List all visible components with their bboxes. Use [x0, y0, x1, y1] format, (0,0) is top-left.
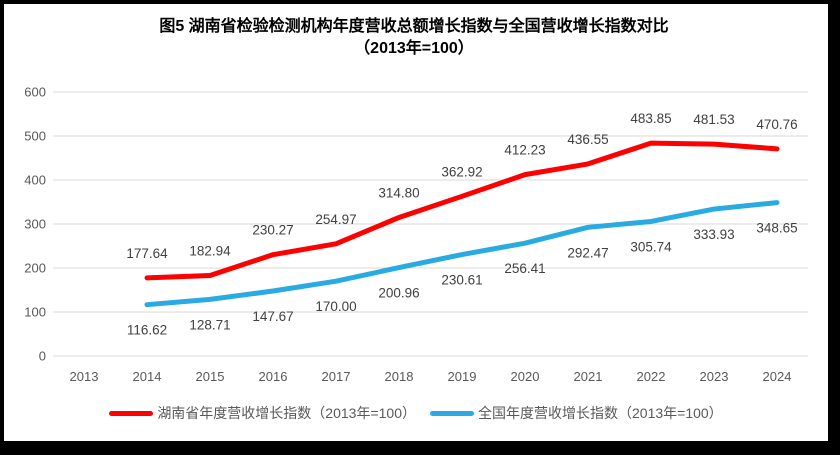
x-tick-label: 2013 — [70, 369, 99, 384]
legend-swatch-hunan — [109, 410, 154, 416]
y-tick-label: 100 — [24, 305, 46, 320]
x-tick-label: 2017 — [322, 369, 351, 384]
chart-legend: 湖南省年度营收增长指数（2013年=100） 全国年度营收增长指数（2013年=… — [4, 403, 828, 423]
plot-background — [4, 4, 828, 441]
x-tick-label: 2022 — [637, 369, 666, 384]
data-label-series-1: 147.67 — [252, 309, 293, 324]
data-label-series-0: 483.85 — [630, 111, 671, 126]
data-label-series-1: 128.71 — [189, 317, 230, 332]
data-label-series-0: 314.80 — [378, 185, 419, 200]
legend-label-national: 全国年度营收增长指数（2013年=100） — [478, 405, 723, 421]
x-tick-label: 2016 — [259, 369, 288, 384]
y-tick-label: 400 — [24, 173, 46, 188]
x-tick-label: 2023 — [700, 369, 729, 384]
data-label-series-0: 470.76 — [756, 117, 797, 132]
data-label-series-1: 305.74 — [630, 239, 672, 254]
legend-swatch-national — [430, 410, 474, 416]
data-label-series-0: 362.92 — [441, 164, 482, 179]
data-label-series-1: 170.00 — [315, 299, 356, 314]
legend-label-hunan: 湖南省年度营收增长指数（2013年=100） — [157, 405, 416, 421]
data-label-series-0: 436.55 — [567, 132, 608, 147]
data-label-series-1: 256.41 — [504, 261, 545, 276]
x-tick-label: 2015 — [196, 369, 225, 384]
chart-title-line2: （2013年=100） — [354, 40, 474, 57]
y-tick-label: 500 — [24, 129, 46, 144]
x-tick-label: 2019 — [448, 369, 477, 384]
legend-item-hunan: 湖南省年度营收增长指数（2013年=100） — [109, 403, 416, 423]
data-label-series-1: 230.61 — [441, 273, 482, 288]
data-label-series-0: 254.97 — [315, 212, 356, 227]
data-label-series-1: 333.93 — [693, 227, 734, 242]
data-label-series-1: 292.47 — [567, 245, 608, 260]
x-tick-label: 2020 — [511, 369, 540, 384]
data-label-series-1: 348.65 — [756, 221, 797, 236]
data-label-series-0: 230.27 — [252, 223, 293, 238]
data-label-series-0: 412.23 — [504, 143, 545, 158]
x-tick-label: 2018 — [385, 369, 414, 384]
chart-title-line1: 图5 湖南省检验检测机构年度营收总额增长指数与全国营收增长指数对比 — [159, 18, 669, 35]
data-label-series-1: 116.62 — [127, 323, 167, 338]
data-label-series-0: 481.53 — [693, 112, 734, 127]
data-label-series-0: 177.64 — [126, 246, 168, 261]
x-tick-label: 2024 — [763, 369, 792, 384]
x-tick-label: 2021 — [574, 369, 603, 384]
data-label-series-1: 200.96 — [378, 286, 419, 301]
series-line-1 — [144, 200, 780, 308]
series-line-0 — [144, 140, 780, 281]
x-tick-label: 2014 — [133, 369, 162, 384]
y-tick-label: 200 — [24, 261, 46, 276]
data-label-series-0: 182.94 — [189, 244, 231, 259]
y-tick-label: 0 — [39, 349, 46, 364]
legend-item-national: 全国年度营收增长指数（2013年=100） — [430, 403, 723, 423]
chart-title: 图5 湖南省检验检测机构年度营收总额增长指数与全国营收增长指数对比 （2013年… — [30, 16, 798, 60]
y-tick-label: 300 — [24, 217, 46, 232]
y-tick-label: 600 — [24, 85, 46, 100]
